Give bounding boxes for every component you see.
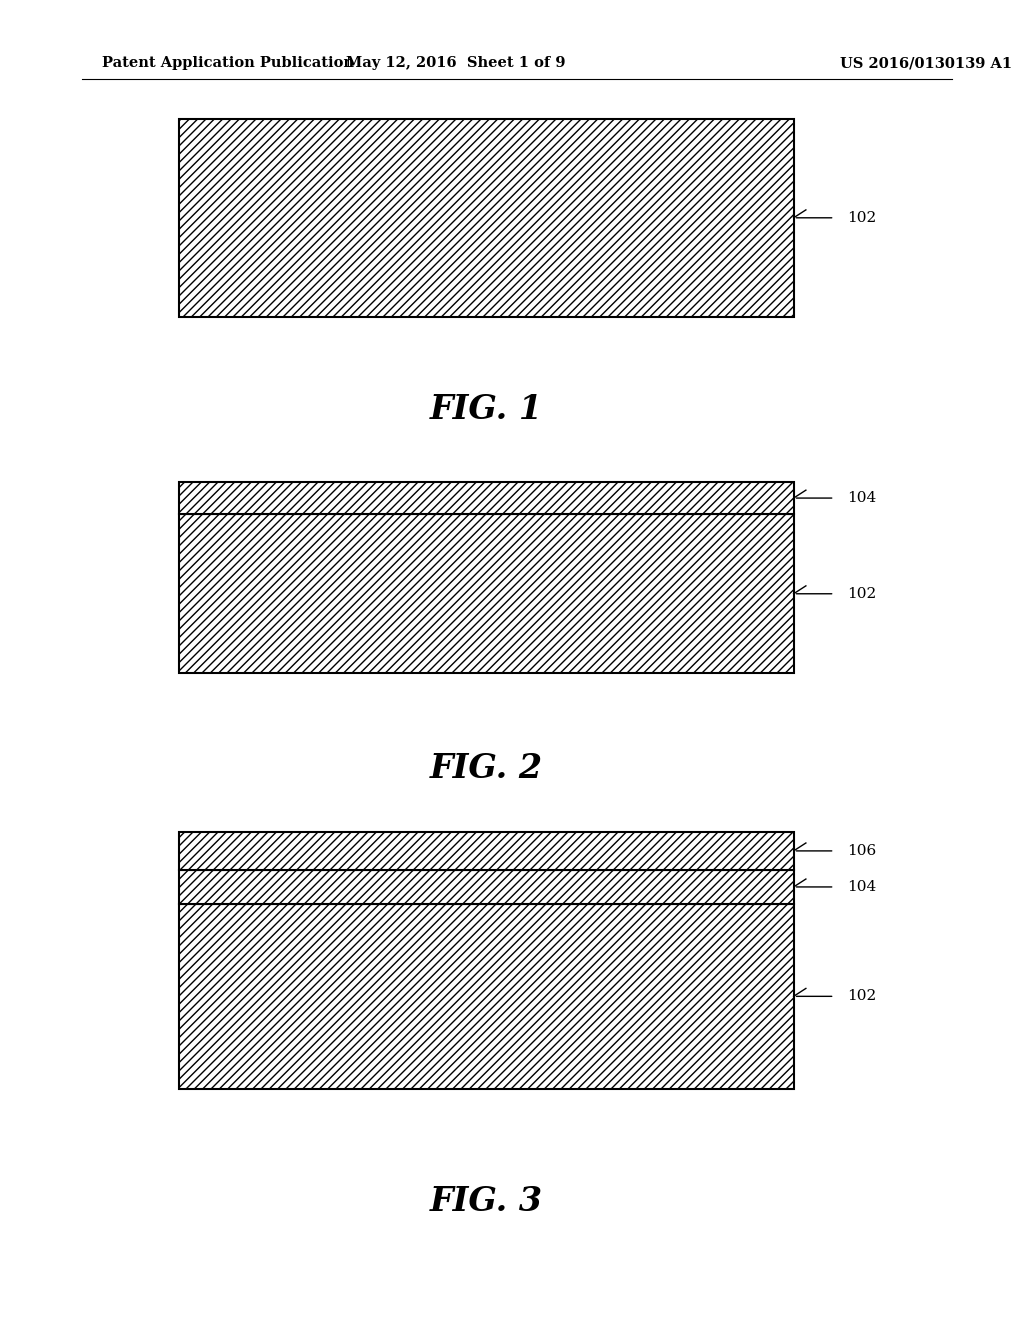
Text: FIG. 1: FIG. 1	[430, 393, 543, 425]
Text: FIG. 2: FIG. 2	[430, 752, 543, 784]
Text: 106: 106	[847, 843, 877, 858]
Text: FIG. 3: FIG. 3	[430, 1185, 543, 1217]
Bar	[179, 515, 794, 673]
Bar	[179, 904, 794, 1089]
Text: 102: 102	[847, 989, 877, 1003]
Bar	[179, 119, 794, 317]
Text: May 12, 2016  Sheet 1 of 9: May 12, 2016 Sheet 1 of 9	[346, 57, 565, 70]
Text: US 2016/0130139 A1: US 2016/0130139 A1	[840, 57, 1012, 70]
Text: 102: 102	[847, 587, 877, 601]
Bar	[179, 832, 794, 870]
Text: Patent Application Publication: Patent Application Publication	[102, 57, 354, 70]
Text: 104: 104	[847, 880, 877, 894]
Text: 102: 102	[847, 211, 877, 224]
Bar	[179, 482, 794, 515]
Bar	[179, 870, 794, 904]
Text: 104: 104	[847, 491, 877, 506]
